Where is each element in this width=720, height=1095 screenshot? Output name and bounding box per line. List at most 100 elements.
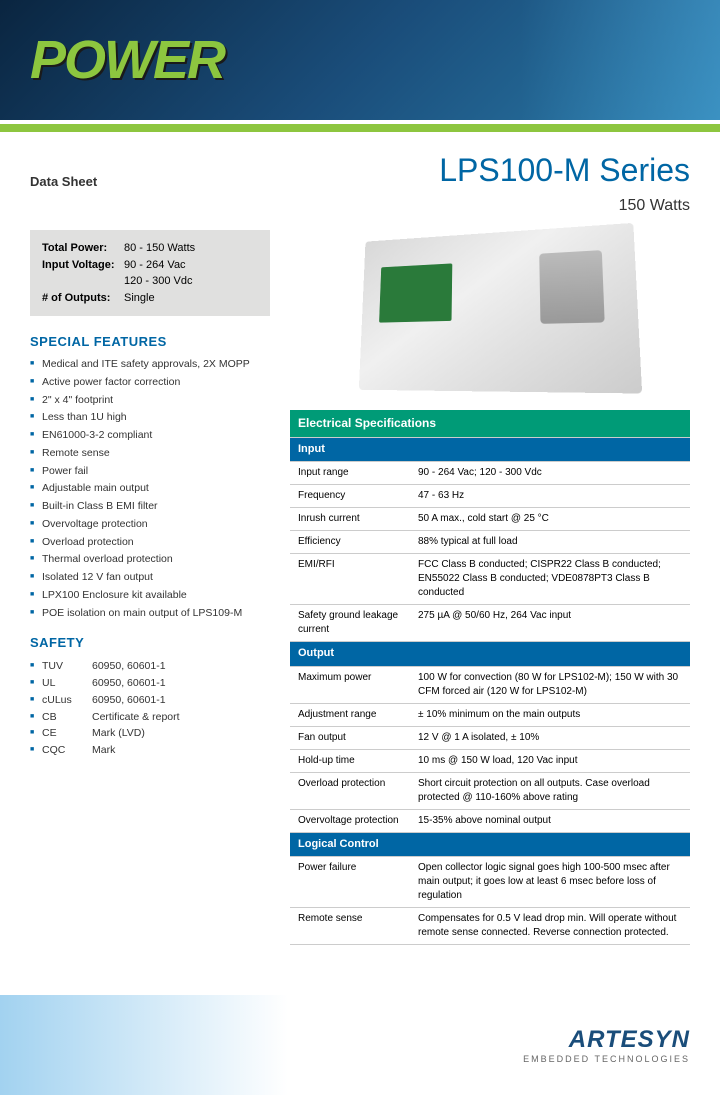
- spec-value: Short circuit protection on all outputs.…: [410, 772, 690, 809]
- feature-item: Remote sense: [30, 446, 270, 462]
- product-title: LPS100-M Series: [439, 152, 690, 189]
- spec-section-header: Output: [290, 642, 690, 666]
- safety-val: Mark: [92, 742, 115, 759]
- spec-value: 12 V @ 1 A isolated, ± 10%: [410, 726, 690, 749]
- safety-std: TUV: [42, 658, 92, 675]
- safety-item: cULus60950, 60601-1: [30, 692, 270, 709]
- spec-row: Inrush current50 A max., cold start @ 25…: [290, 508, 690, 531]
- features-list: Medical and ITE safety approvals, 2X MOP…: [30, 357, 270, 621]
- spec-key: Efficiency: [290, 531, 410, 554]
- safety-val: 60950, 60601-1: [92, 658, 166, 675]
- spec-value: Compensates for 0.5 V lead drop min. Wil…: [410, 907, 690, 944]
- spec-key: Maximum power: [290, 666, 410, 703]
- spec-value: 47 - 63 Hz: [410, 485, 690, 508]
- summary-box: Total Power:80 - 150 WattsInput Voltage:…: [30, 230, 270, 316]
- safety-std: CB: [42, 709, 92, 726]
- footer-brand: ARTESYN: [523, 1026, 690, 1054]
- feature-item: Isolated 12 V fan output: [30, 570, 270, 586]
- summary-label: Input Voltage:: [42, 257, 124, 274]
- datasheet-label: Data Sheet: [30, 174, 97, 189]
- spec-key: Fan output: [290, 726, 410, 749]
- safety-item: CQCMark: [30, 742, 270, 759]
- spec-row: Frequency47 - 63 Hz: [290, 485, 690, 508]
- spec-section-header: Input: [290, 437, 690, 461]
- summary-value: 90 - 264 Vac: [124, 257, 186, 274]
- summary-row: Input Voltage:90 - 264 Vac: [42, 257, 258, 274]
- spec-value: 100 W for convection (80 W for LPS102-M)…: [410, 666, 690, 703]
- spec-row: Power failureOpen collector logic signal…: [290, 856, 690, 907]
- spec-key: Overload protection: [290, 772, 410, 809]
- spec-key: Remote sense: [290, 907, 410, 944]
- electrical-title: Electrical Specifications: [290, 410, 690, 437]
- summary-row: 120 - 300 Vdc: [42, 273, 258, 290]
- safety-std: CQC: [42, 742, 92, 759]
- spec-row: EMI/RFIFCC Class B conducted; CISPR22 Cl…: [290, 554, 690, 605]
- safety-val: 60950, 60601-1: [92, 675, 166, 692]
- safety-val: Certificate & report: [92, 709, 180, 726]
- spec-value: 275 µA @ 50/60 Hz, 264 Vac input: [410, 605, 690, 642]
- footer: ARTESYN EMBEDDED TECHNOLOGIES: [0, 995, 720, 1095]
- summary-value: 80 - 150 Watts: [124, 240, 195, 257]
- safety-std: UL: [42, 675, 92, 692]
- feature-item: Overload protection: [30, 535, 270, 551]
- spec-key: Power failure: [290, 856, 410, 907]
- safety-list: TUV60950, 60601-1UL60950, 60601-1cULus60…: [30, 658, 270, 759]
- spec-key: Inrush current: [290, 508, 410, 531]
- header-banner: POWER: [0, 0, 720, 120]
- feature-item: Medical and ITE safety approvals, 2X MOP…: [30, 357, 270, 373]
- safety-title: SAFETY: [30, 635, 270, 650]
- watts-label: 150 Watts: [30, 197, 690, 215]
- spec-row: Hold-up time10 ms @ 150 W load, 120 Vac …: [290, 749, 690, 772]
- spec-value: 10 ms @ 150 W load, 120 Vac input: [410, 749, 690, 772]
- feature-item: Thermal overload protection: [30, 552, 270, 568]
- spec-key: EMI/RFI: [290, 554, 410, 605]
- safety-item: CBCertificate & report: [30, 709, 270, 726]
- feature-item: Less than 1U high: [30, 410, 270, 426]
- spec-value: 88% typical at full load: [410, 531, 690, 554]
- electrical-specs-table: Electrical Specifications InputInput ran…: [290, 410, 690, 945]
- spec-key: Overvoltage protection: [290, 809, 410, 832]
- safety-item: CEMark (LVD): [30, 725, 270, 742]
- spec-section-header: Logical Control: [290, 832, 690, 856]
- spec-row: Input range90 - 264 Vac; 120 - 300 Vdc: [290, 462, 690, 485]
- spec-value: 90 - 264 Vac; 120 - 300 Vdc: [410, 462, 690, 485]
- safety-item: TUV60950, 60601-1: [30, 658, 270, 675]
- spec-row: Efficiency88% typical at full load: [290, 531, 690, 554]
- brand-logo: POWER: [30, 29, 224, 91]
- spec-key: Hold-up time: [290, 749, 410, 772]
- safety-val: Mark (LVD): [92, 725, 145, 742]
- feature-item: Power fail: [30, 464, 270, 480]
- feature-item: Active power factor correction: [30, 375, 270, 391]
- feature-item: Adjustable main output: [30, 481, 270, 497]
- spec-row: Maximum power100 W for convection (80 W …: [290, 666, 690, 703]
- feature-item: EN61000-3-2 compliant: [30, 428, 270, 444]
- spec-key: Frequency: [290, 485, 410, 508]
- spec-row: Adjustment range± 10% minimum on the mai…: [290, 703, 690, 726]
- spec-row: Overload protectionShort circuit protect…: [290, 772, 690, 809]
- summary-value: 120 - 300 Vdc: [124, 273, 193, 290]
- features-title: SPECIAL FEATURES: [30, 334, 270, 349]
- feature-item: 2" x 4" footprint: [30, 393, 270, 409]
- summary-value: Single: [124, 290, 155, 307]
- spec-row: Fan output12 V @ 1 A isolated, ± 10%: [290, 726, 690, 749]
- spec-row: Overvoltage protection15-35% above nomin…: [290, 809, 690, 832]
- spec-value: ± 10% minimum on the main outputs: [410, 703, 690, 726]
- product-image: [359, 223, 642, 394]
- accent-bar: [0, 124, 720, 132]
- safety-std: cULus: [42, 692, 92, 709]
- feature-item: Built-in Class B EMI filter: [30, 499, 270, 515]
- summary-row: # of Outputs:Single: [42, 290, 258, 307]
- summary-label: Total Power:: [42, 240, 124, 257]
- summary-label: # of Outputs:: [42, 290, 124, 307]
- safety-val: 60950, 60601-1: [92, 692, 166, 709]
- spec-key: Safety ground leakage current: [290, 605, 410, 642]
- spec-row: Remote senseCompensates for 0.5 V lead d…: [290, 907, 690, 944]
- feature-item: Overvoltage protection: [30, 517, 270, 533]
- spec-value: 15-35% above nominal output: [410, 809, 690, 832]
- spec-row: Safety ground leakage current275 µA @ 50…: [290, 605, 690, 642]
- safety-std: CE: [42, 725, 92, 742]
- spec-key: Adjustment range: [290, 703, 410, 726]
- safety-item: UL60950, 60601-1: [30, 675, 270, 692]
- spec-value: FCC Class B conducted; CISPR22 Class B c…: [410, 554, 690, 605]
- feature-item: POE isolation on main output of LPS109-M: [30, 606, 270, 622]
